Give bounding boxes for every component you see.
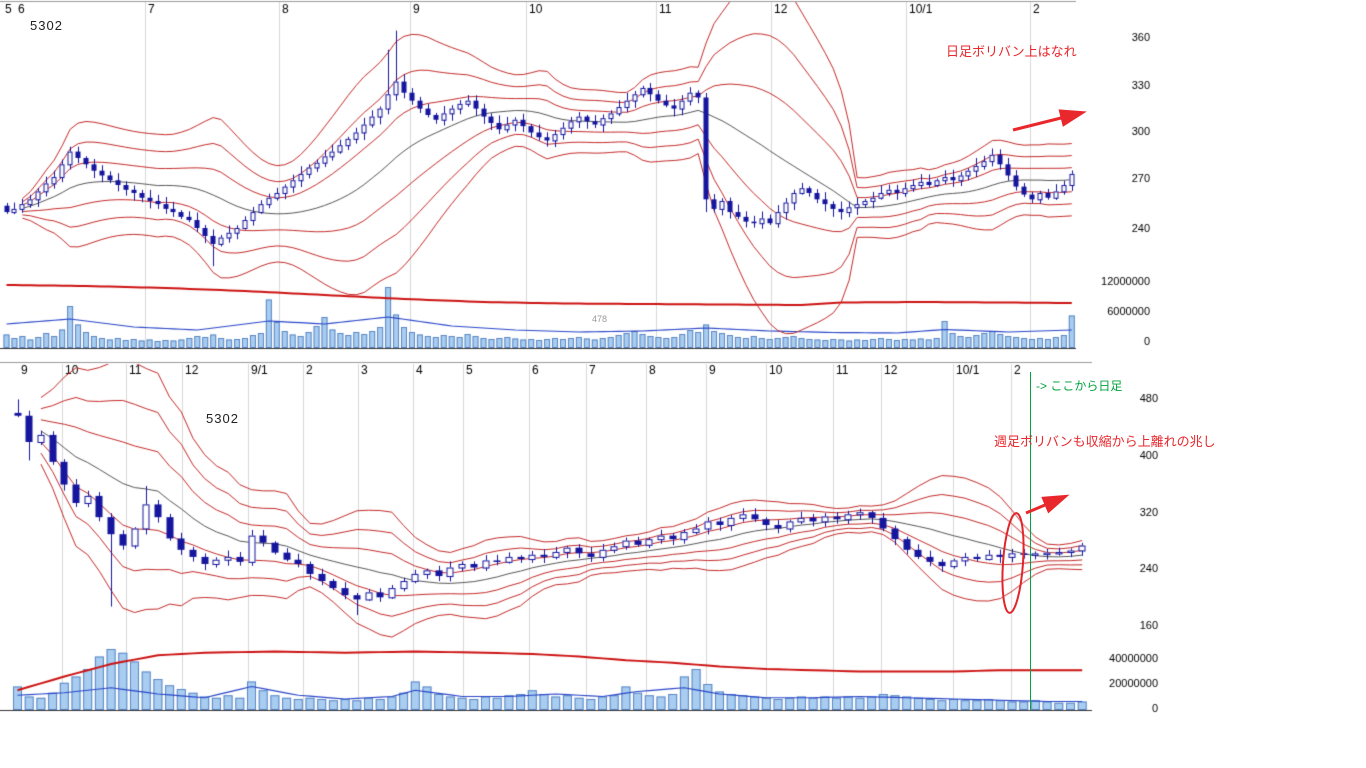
daily-symbol-label: 5302 (30, 18, 63, 33)
weekly-squeeze-annotation: 週足ボリバンも収縮から上離れの兆し (994, 434, 1216, 449)
chart-watermark: 478 (592, 314, 608, 324)
weekly-breakout-arrow-icon (1025, 494, 1070, 515)
daily-breakout-annotation: 日足ボリバン上はなれ (946, 44, 1077, 59)
daily-start-divider-line (1030, 372, 1031, 710)
weekly-squeeze-ellipse-icon (1001, 512, 1025, 614)
daily-breakout-arrow-icon (1012, 109, 1087, 132)
weekly-symbol-label: 5302 (206, 411, 239, 426)
weekly-daily-start-note: -> ここから日足 (1036, 379, 1123, 393)
